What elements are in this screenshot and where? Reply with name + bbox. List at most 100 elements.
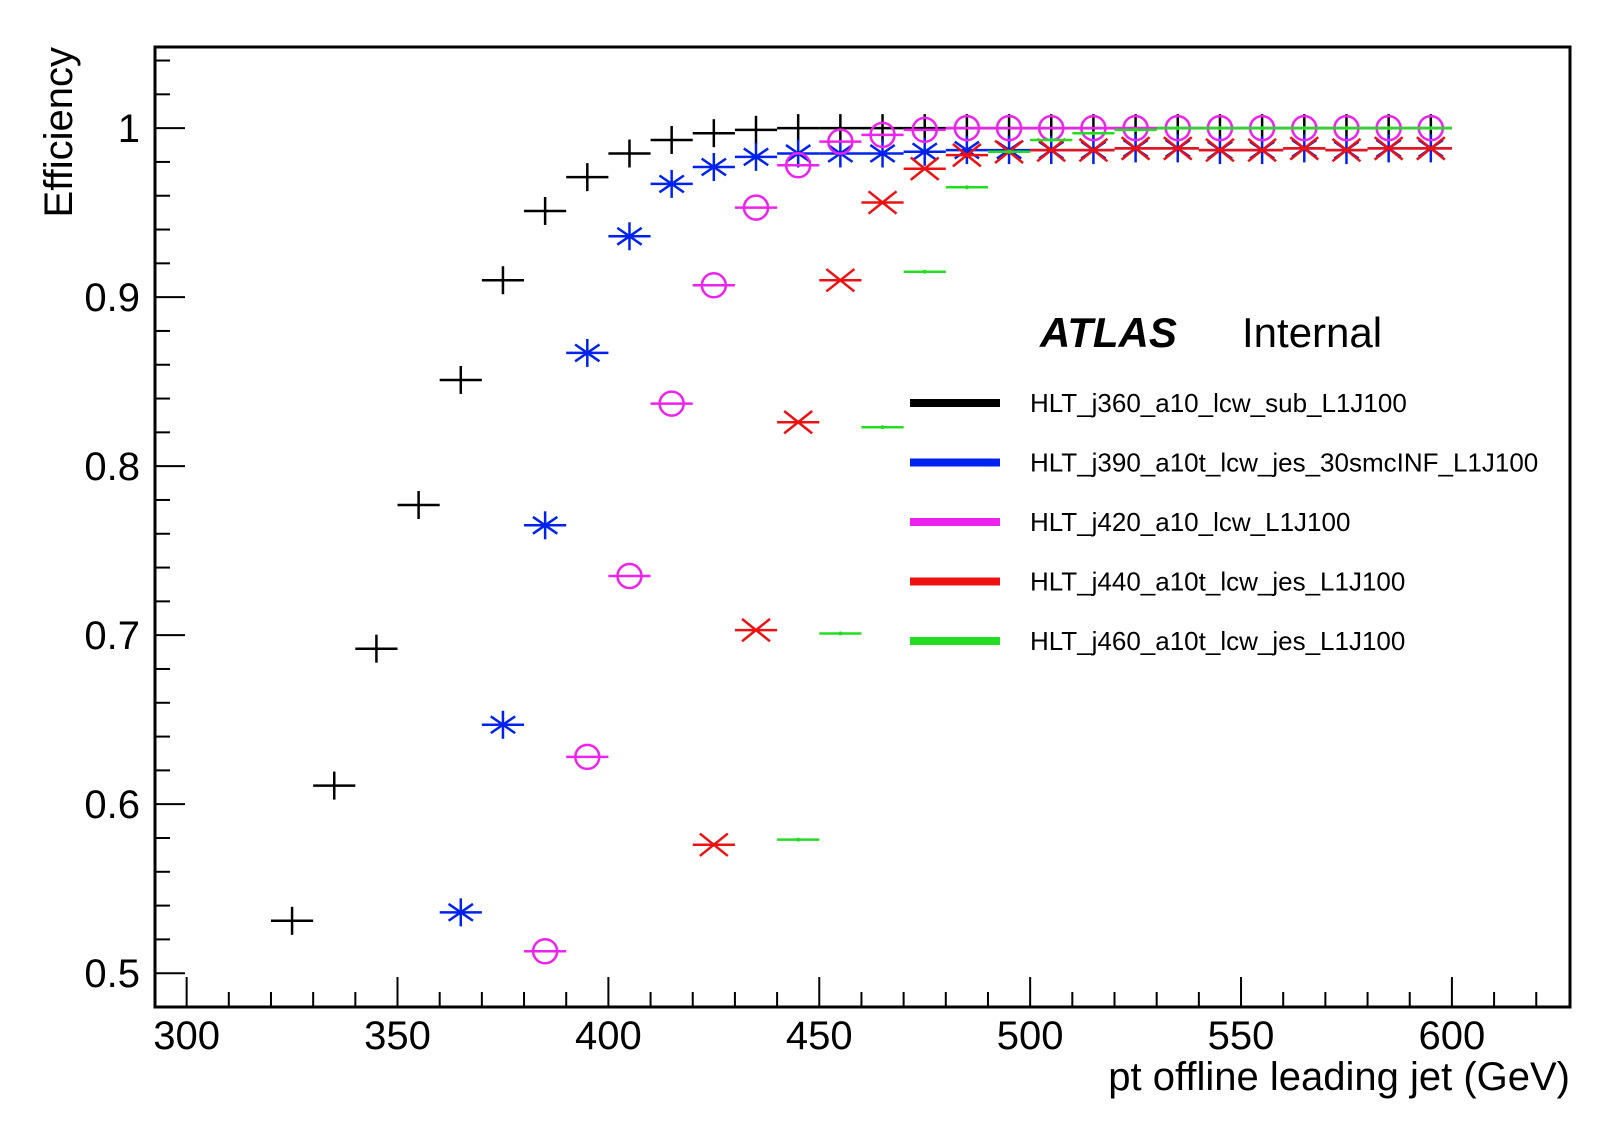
data-point xyxy=(777,114,820,143)
data-point xyxy=(903,156,946,181)
legend-label: HLT_j420_a10_lcw_L1J100 xyxy=(1030,507,1350,537)
y-axis-ticks xyxy=(155,59,185,1008)
y-tick-label: 1 xyxy=(118,107,140,151)
legend: HLT_j360_a10_lcw_sub_L1J100 HLT_j390_a10t… xyxy=(910,388,1538,656)
data-point xyxy=(692,272,735,299)
y-axis-tick-labels: 0.5 0.6 0.7 0.8 0.9 1 xyxy=(84,107,140,996)
x-tick-label: 600 xyxy=(1419,1014,1486,1058)
data-point xyxy=(1241,126,1284,131)
data-point xyxy=(1156,136,1199,161)
x-axis-tick-labels: 300 350 400 450 500 550 600 xyxy=(153,1014,1485,1058)
legend-item: HLT_j420_a10_lcw_L1J100 xyxy=(910,507,1350,537)
data-point xyxy=(734,194,778,221)
legend-label: HLT_j360_a10_lcw_sub_L1J100 xyxy=(1030,388,1407,418)
data-point xyxy=(481,710,525,739)
data-point xyxy=(1325,126,1368,131)
data-point xyxy=(945,142,988,168)
data-point xyxy=(355,634,398,663)
series-4 xyxy=(692,136,1452,857)
series-layer xyxy=(270,114,1452,965)
data-point xyxy=(861,114,904,143)
data-point xyxy=(650,390,693,417)
data-point xyxy=(650,125,693,154)
legend-item: HLT_j390_a10t_lcw_jes_30smcINF_L1J100 xyxy=(910,448,1538,478)
legend-label: HLT_j390_a10t_lcw_jes_30smcINF_L1J100 xyxy=(1030,448,1538,478)
series-5 xyxy=(777,126,1452,842)
data-point xyxy=(1198,126,1242,131)
data-point xyxy=(1198,137,1242,163)
data-point xyxy=(692,119,735,148)
data-point xyxy=(987,114,1031,142)
data-point xyxy=(524,196,567,225)
data-point xyxy=(692,153,735,181)
atlas-label-bold: ATLAS xyxy=(1039,309,1177,356)
data-point xyxy=(1030,137,1073,163)
y-tick-label: 0.9 xyxy=(84,276,140,320)
x-axis-ticks xyxy=(185,977,1538,1007)
x-tick-label: 400 xyxy=(575,1014,642,1058)
data-point xyxy=(1325,137,1368,163)
data-point xyxy=(734,115,778,144)
data-point xyxy=(650,169,693,198)
data-point xyxy=(1156,126,1199,131)
legend-label: HLT_j460_a10t_lcw_jes_L1J100 xyxy=(1030,626,1405,656)
y-tick-label: 0.6 xyxy=(84,783,140,827)
data-point xyxy=(819,631,862,636)
data-point xyxy=(1072,114,1115,142)
x-tick-label: 300 xyxy=(153,1014,220,1058)
data-point xyxy=(692,832,735,857)
data-point xyxy=(861,190,904,215)
data-point xyxy=(270,906,314,935)
data-point xyxy=(1409,126,1452,131)
data-point xyxy=(1114,127,1157,132)
data-point xyxy=(1367,126,1410,131)
data-point xyxy=(1283,136,1326,161)
data-point xyxy=(734,142,778,171)
x-tick-label: 500 xyxy=(997,1014,1064,1058)
data-point xyxy=(608,139,651,168)
data-point xyxy=(1283,126,1326,131)
data-point xyxy=(608,222,651,251)
y-axis-title: Efficiency xyxy=(37,47,81,217)
y-tick-label: 0.7 xyxy=(84,614,140,658)
data-point xyxy=(819,128,862,155)
y-tick-label: 0.8 xyxy=(84,445,140,489)
legend-item: HLT_j440_a10t_lcw_jes_L1J100 xyxy=(910,567,1405,597)
x-tick-label: 350 xyxy=(364,1014,431,1058)
data-point xyxy=(1030,137,1073,142)
data-point xyxy=(566,338,609,367)
data-point xyxy=(566,743,609,771)
y-tick-label: 0.5 xyxy=(84,952,140,996)
plot-frame xyxy=(153,45,1572,1009)
data-point xyxy=(945,114,988,142)
x-axis-title: pt offline leading jet (GeV) xyxy=(1108,1055,1570,1099)
data-point xyxy=(819,114,862,143)
data-point xyxy=(861,425,904,430)
legend-item: HLT_j360_a10_lcw_sub_L1J100 xyxy=(910,388,1407,418)
data-point xyxy=(861,121,904,149)
data-point xyxy=(1409,136,1452,161)
x-tick-label: 450 xyxy=(786,1014,853,1058)
x-tick-label: 550 xyxy=(1208,1014,1275,1058)
data-point xyxy=(1114,136,1157,161)
data-point xyxy=(524,511,567,540)
data-point xyxy=(313,771,356,800)
data-point xyxy=(481,266,525,295)
data-point xyxy=(777,410,820,435)
data-point xyxy=(608,562,651,590)
data-point xyxy=(1241,137,1284,163)
data-point xyxy=(903,116,946,144)
data-point xyxy=(1367,136,1410,161)
data-point xyxy=(777,837,820,842)
series-3 xyxy=(524,114,1452,965)
legend-item: HLT_j460_a10t_lcw_jes_L1J100 xyxy=(910,626,1405,656)
data-point xyxy=(861,139,904,168)
data-point xyxy=(987,149,1031,154)
data-point xyxy=(734,617,778,643)
data-point xyxy=(439,365,482,394)
data-point xyxy=(439,898,482,927)
data-point xyxy=(819,268,862,293)
data-point xyxy=(1072,131,1115,136)
